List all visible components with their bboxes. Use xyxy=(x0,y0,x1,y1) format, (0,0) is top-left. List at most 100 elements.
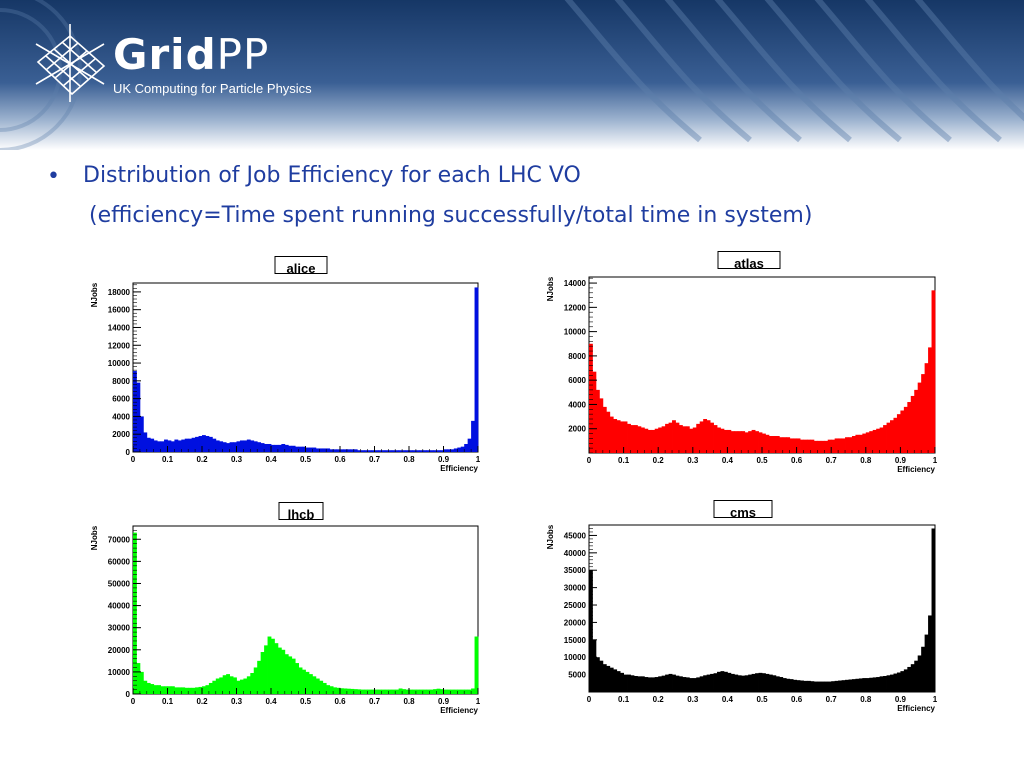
histogram-bar xyxy=(326,448,331,452)
histogram-bar xyxy=(429,689,434,694)
histogram-bar xyxy=(595,389,600,453)
histogram-bar xyxy=(229,676,234,694)
histogram-bar xyxy=(910,395,915,453)
histogram-bar xyxy=(789,679,794,692)
histogram-bar xyxy=(879,427,884,453)
histogram-bar xyxy=(592,371,597,453)
histogram-bar xyxy=(302,446,306,452)
histogram-bar xyxy=(727,429,732,453)
histogram-bar xyxy=(734,674,739,692)
histogram-bar xyxy=(914,389,919,453)
histogram-bar xyxy=(710,422,714,453)
histogram-bar xyxy=(751,673,756,692)
histogram-bar xyxy=(678,676,683,692)
histogram-bar xyxy=(239,679,244,694)
bullet-marker: • xyxy=(47,164,60,189)
histogram-bar xyxy=(931,290,936,453)
histogram-bar xyxy=(253,441,258,452)
plot-title-box xyxy=(717,251,781,269)
histogram-bar xyxy=(191,437,196,452)
x-tick-label: 0.9 xyxy=(895,456,907,465)
plot-title-box xyxy=(278,502,324,520)
histogram-bar xyxy=(353,689,358,694)
histogram-bar xyxy=(824,681,829,692)
histogram-bar xyxy=(775,436,780,453)
histogram-bar xyxy=(845,679,849,692)
histogram-bar xyxy=(699,676,704,692)
y-tick-label: 6000 xyxy=(112,395,130,404)
histogram-bar xyxy=(755,431,759,453)
histogram-bar xyxy=(377,689,382,694)
histogram-bar xyxy=(446,689,451,694)
histogram-bar xyxy=(848,437,853,453)
histogram-bar xyxy=(208,682,213,694)
histogram-bar xyxy=(713,425,718,453)
histogram-bar xyxy=(184,687,189,694)
y-tick-label: 40000 xyxy=(564,549,587,558)
x-tick-label: 0.4 xyxy=(265,455,277,464)
histogram-bar xyxy=(748,674,753,692)
histogram-bar xyxy=(599,660,604,692)
x-tick-label: 0 xyxy=(131,455,136,464)
histogram-bar xyxy=(153,685,158,694)
histogram-bar xyxy=(928,347,932,453)
histogram-bar xyxy=(685,677,690,692)
histogram-bar xyxy=(291,658,296,694)
y-tick-label: 4000 xyxy=(568,400,586,409)
histogram-bar xyxy=(405,689,410,694)
y-tick-label: 25000 xyxy=(564,601,587,610)
x-tick-label: 0.1 xyxy=(618,695,630,704)
y-tick-label: 16000 xyxy=(108,306,131,315)
x-tick-label: 0.3 xyxy=(231,455,243,464)
x-tick-label: 0.1 xyxy=(618,456,630,465)
histogram-bar xyxy=(703,675,708,692)
histogram-bar xyxy=(890,674,894,692)
histogram-bar xyxy=(257,442,262,452)
histogram-bar xyxy=(734,431,739,453)
histogram-bar xyxy=(384,450,389,452)
histogram-bar xyxy=(336,687,341,694)
histogram-bar xyxy=(896,414,901,453)
histogram-bar xyxy=(260,652,265,694)
histogram-bar xyxy=(827,681,832,692)
histogram-bar xyxy=(381,689,386,694)
histogram-bar xyxy=(630,675,635,692)
efficiency-histograms: 0 0.1 0.2 0.3 0.4 0.5 0.6 0.7 0.8 0.9 1 0 2000 4000 60… xyxy=(75,236,990,720)
histogram-bar xyxy=(665,674,669,692)
histogram-bar xyxy=(291,445,296,452)
histogram-bar xyxy=(637,426,642,453)
histogram-bar xyxy=(921,374,926,453)
histogram-bar xyxy=(226,674,230,694)
y-tick-label: 20000 xyxy=(108,646,131,655)
histogram-bar xyxy=(367,450,372,452)
brand-bold: Grid xyxy=(113,30,217,79)
histogram-bar xyxy=(786,678,791,692)
histogram-bar xyxy=(308,447,313,452)
histogram-bar xyxy=(789,438,794,453)
histogram-bar xyxy=(675,675,680,692)
x-tick-label: 0.6 xyxy=(791,456,803,465)
x-tick-label: 0.5 xyxy=(300,697,312,706)
x-tick-label: 0.2 xyxy=(196,455,208,464)
histogram-bar xyxy=(779,677,784,692)
histogram-bar xyxy=(727,672,732,692)
histogram-bar xyxy=(720,428,725,453)
histogram-bar xyxy=(219,677,224,694)
histogram-bar xyxy=(364,689,368,694)
histogram-bar xyxy=(647,677,652,692)
x-tick-label: 0.5 xyxy=(756,695,768,704)
histogram-bar xyxy=(271,444,275,452)
histogram-bar xyxy=(793,679,797,692)
histogram-bar xyxy=(457,689,462,694)
x-tick-label: 1 xyxy=(476,455,481,464)
histogram-bar xyxy=(446,449,451,452)
histogram-bar xyxy=(312,447,317,452)
x-tick-label: 0.3 xyxy=(687,695,699,704)
histogram-bar xyxy=(876,428,881,453)
histogram-bar xyxy=(429,450,434,452)
histogram-bar xyxy=(464,689,469,694)
histogram-bar xyxy=(665,423,669,453)
histogram-bar xyxy=(471,688,475,694)
histogram-bar xyxy=(831,439,836,453)
histogram-bar xyxy=(205,685,210,694)
